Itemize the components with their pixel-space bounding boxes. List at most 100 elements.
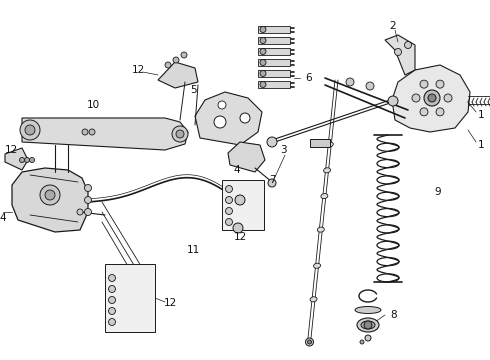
Circle shape [260,71,266,77]
Bar [258,48,290,55]
Ellipse shape [321,194,328,199]
Circle shape [84,197,92,203]
Circle shape [165,62,171,68]
Bar [258,59,290,66]
Circle shape [89,129,95,135]
Circle shape [45,190,55,200]
Circle shape [420,80,428,88]
Circle shape [176,130,184,138]
Circle shape [366,82,374,90]
Bar [105,264,155,332]
Circle shape [225,219,232,225]
Circle shape [20,158,25,162]
Circle shape [240,113,250,123]
Circle shape [260,37,266,44]
Ellipse shape [357,318,379,332]
Circle shape [24,158,29,162]
Polygon shape [22,118,188,150]
Circle shape [360,340,364,344]
Ellipse shape [310,297,317,302]
Text: 9: 9 [435,187,441,197]
Circle shape [436,108,444,116]
Circle shape [84,208,92,216]
Text: 1: 1 [478,110,485,120]
Circle shape [233,223,243,233]
Circle shape [225,207,232,215]
Circle shape [29,158,34,162]
Text: 4: 4 [234,165,240,175]
Circle shape [108,285,116,292]
Circle shape [108,319,116,325]
Circle shape [225,197,232,203]
Text: 8: 8 [390,310,396,320]
Circle shape [428,94,436,102]
Circle shape [260,27,266,32]
Circle shape [394,49,401,55]
Circle shape [308,340,312,344]
Circle shape [260,49,266,54]
Circle shape [84,185,92,192]
Circle shape [260,81,266,87]
Text: 6: 6 [305,73,312,83]
Polygon shape [5,148,28,170]
Text: 11: 11 [186,245,199,255]
Circle shape [82,129,88,135]
Circle shape [108,307,116,315]
Circle shape [305,338,314,346]
Text: 10: 10 [86,100,99,110]
Polygon shape [12,168,88,232]
Circle shape [20,120,40,140]
Circle shape [412,94,420,102]
Bar [258,37,290,44]
Text: 12: 12 [131,65,145,75]
Circle shape [365,335,371,341]
Text: 5: 5 [190,85,196,95]
Circle shape [388,96,398,106]
Circle shape [172,126,188,142]
Circle shape [268,179,276,187]
Circle shape [25,125,35,135]
Text: 12: 12 [5,145,18,155]
Text: 1: 1 [478,140,485,150]
Bar [258,81,290,88]
Circle shape [424,90,440,106]
Ellipse shape [318,227,324,232]
Circle shape [260,59,266,66]
Circle shape [346,78,354,86]
Text: 2: 2 [390,21,396,31]
Circle shape [108,275,116,282]
Circle shape [214,116,226,128]
Circle shape [225,185,232,193]
Polygon shape [385,35,415,75]
Circle shape [267,137,277,147]
Circle shape [420,108,428,116]
Ellipse shape [323,168,331,173]
Bar [310,139,330,147]
Text: 12: 12 [233,232,246,242]
Bar [258,70,290,77]
Text: 3: 3 [280,145,286,155]
Text: 4: 4 [0,213,6,223]
Polygon shape [158,62,198,88]
Bar [258,26,290,33]
Circle shape [405,41,412,49]
Text: 12: 12 [163,298,176,308]
Circle shape [364,321,372,329]
Circle shape [218,101,226,109]
Polygon shape [392,65,470,132]
Circle shape [235,195,245,205]
Polygon shape [195,92,262,145]
Circle shape [173,57,179,63]
Circle shape [40,185,60,205]
Ellipse shape [326,142,333,147]
Ellipse shape [361,321,375,329]
Ellipse shape [355,306,381,314]
Circle shape [436,80,444,88]
Circle shape [108,297,116,303]
Bar [222,180,264,230]
Ellipse shape [314,263,320,268]
Circle shape [181,52,187,58]
Circle shape [77,209,83,215]
Polygon shape [228,142,265,172]
Circle shape [444,94,452,102]
